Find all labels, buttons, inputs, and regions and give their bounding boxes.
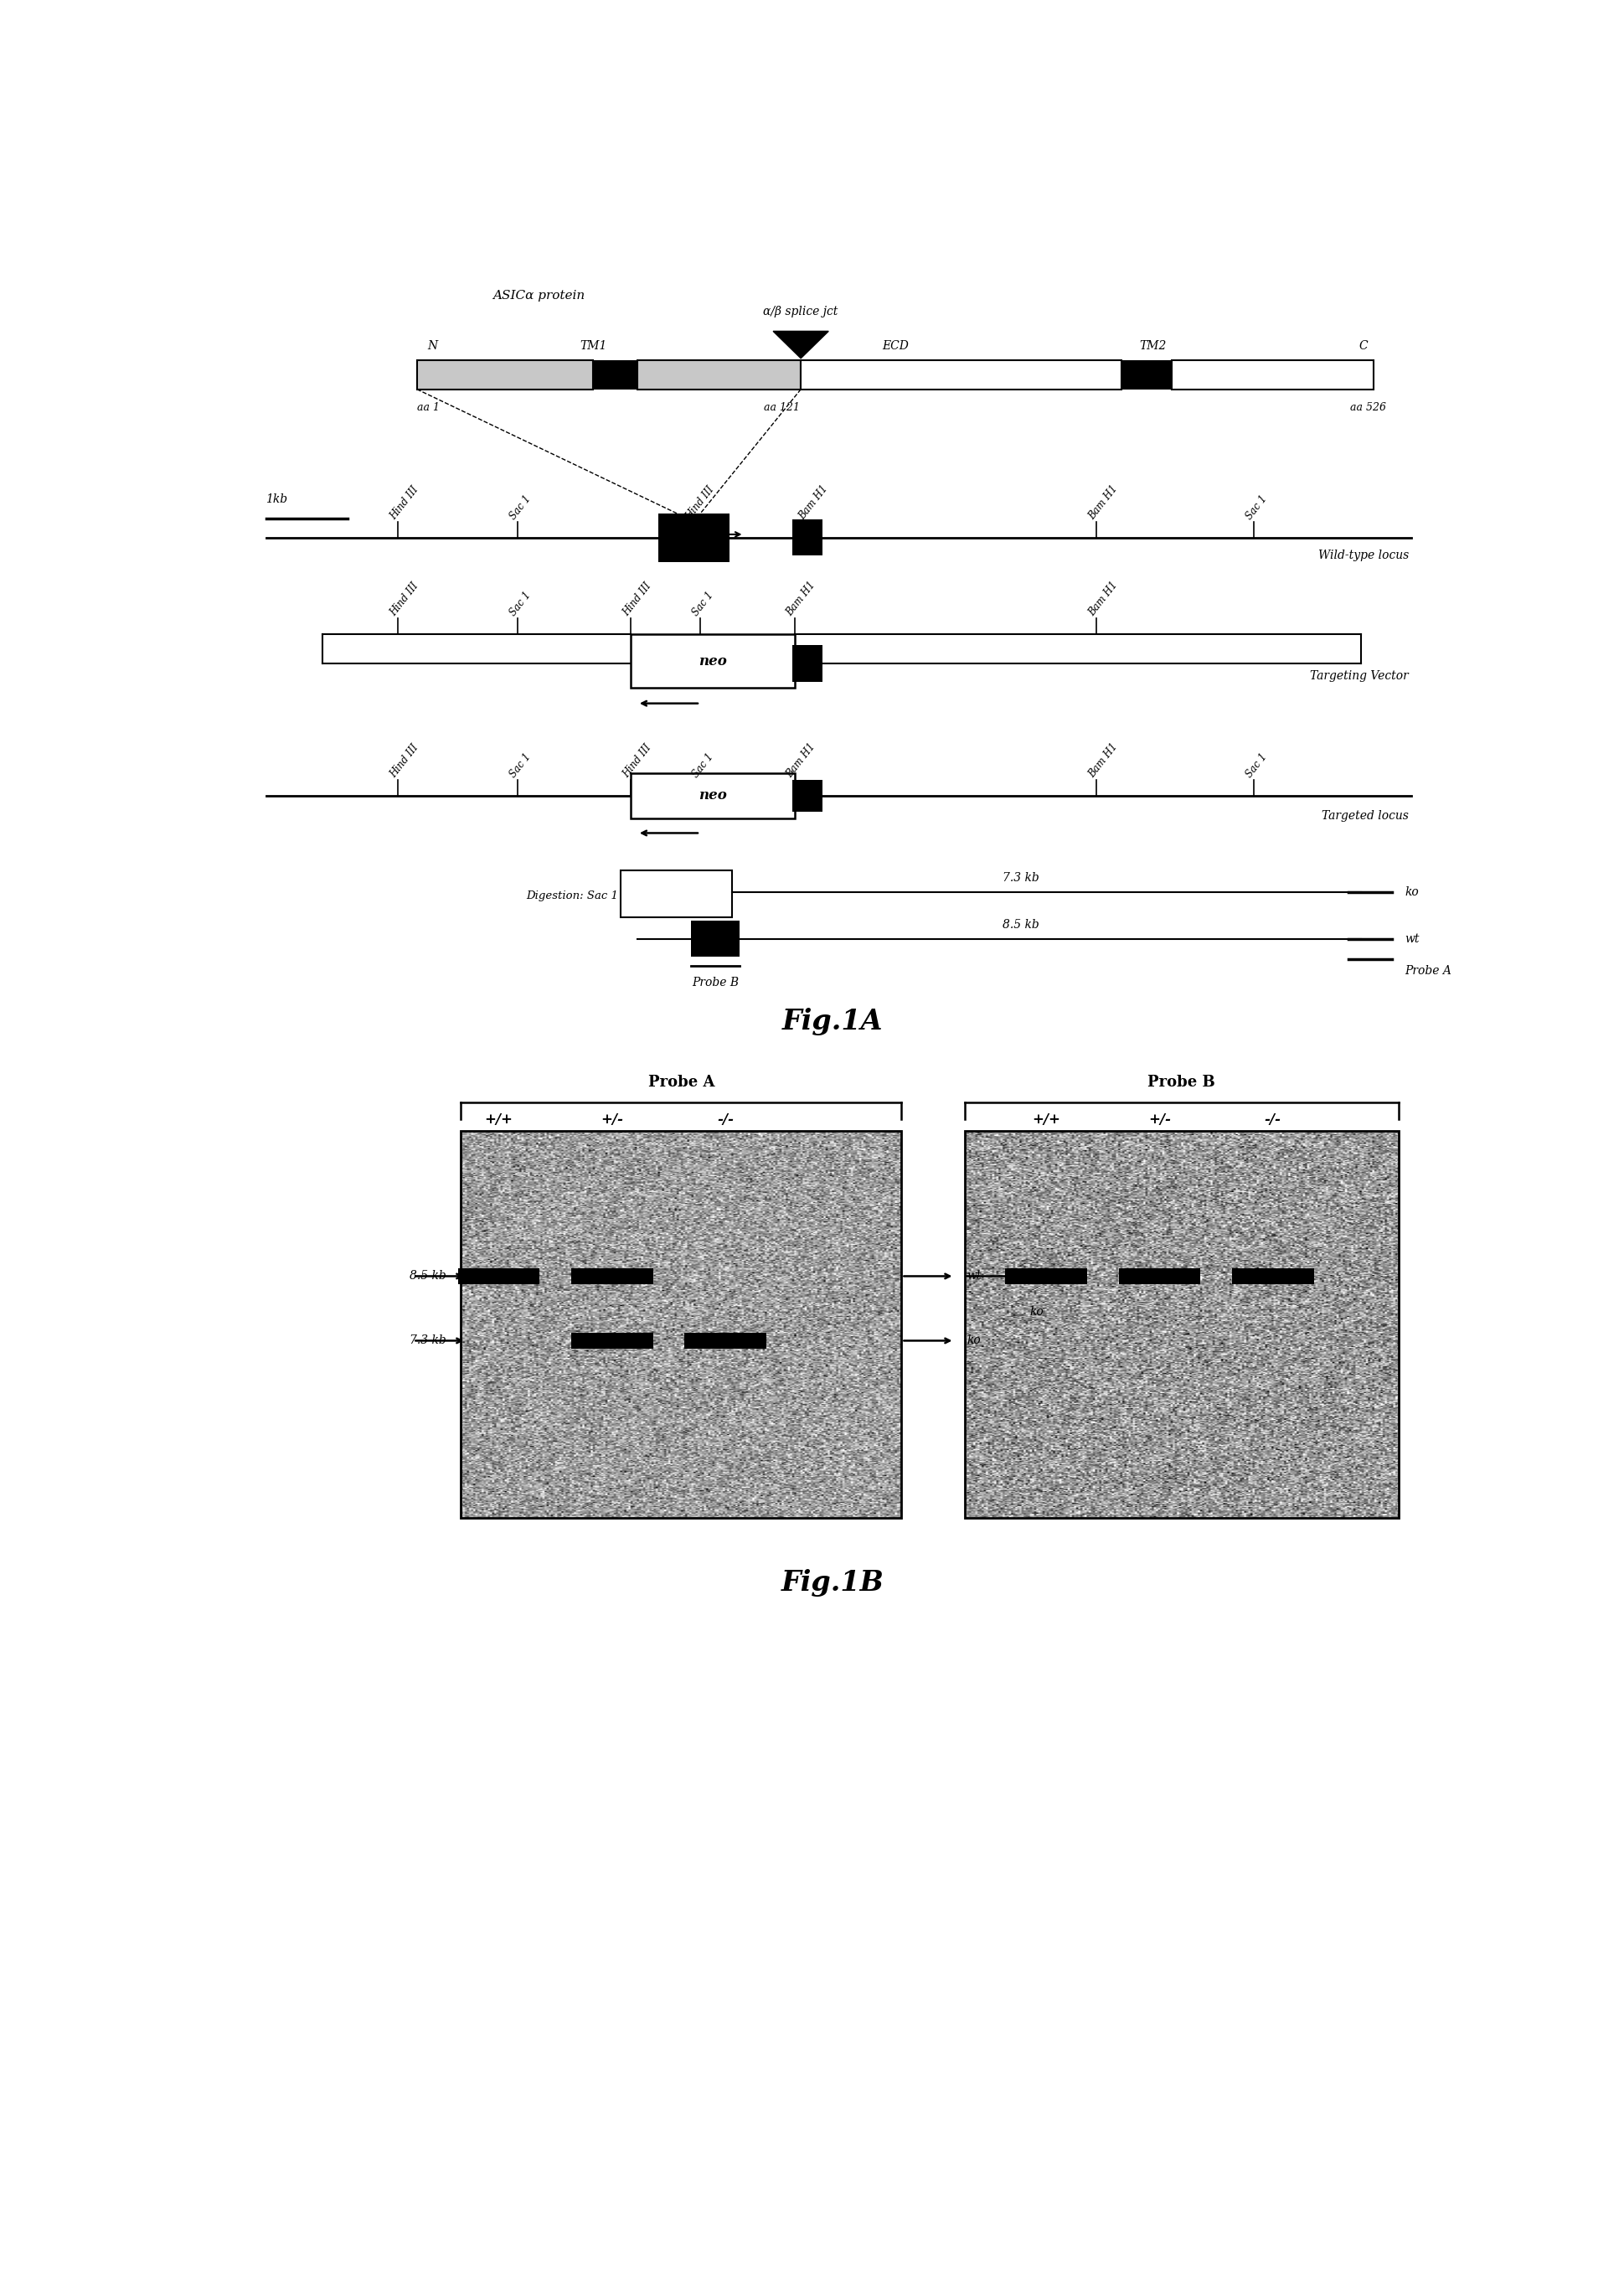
- Text: wt: wt: [1030, 1269, 1044, 1283]
- Text: Hind III: Hind III: [388, 743, 421, 779]
- Bar: [1173, 361, 1374, 388]
- Text: 7.3 kb: 7.3 kb: [1002, 872, 1039, 883]
- Text: Bam H1: Bam H1: [797, 484, 830, 522]
- Text: Sac 1: Sac 1: [508, 493, 533, 522]
- Text: -/-: -/-: [716, 1113, 734, 1126]
- Bar: [965, 1131, 1398, 1517]
- Text: +/+: +/+: [484, 1113, 513, 1126]
- Text: ASICα protein: ASICα protein: [492, 291, 585, 302]
- Text: Probe A: Probe A: [1405, 965, 1452, 977]
- Bar: [793, 779, 822, 811]
- Text: +/+: +/+: [1033, 1113, 1060, 1126]
- Text: 8.5 kb: 8.5 kb: [1002, 920, 1039, 931]
- Text: Bam H1: Bam H1: [1086, 740, 1121, 779]
- Bar: [630, 634, 794, 688]
- Text: Fig.1A: Fig.1A: [781, 1008, 883, 1036]
- Text: α/β splice jct: α/β splice jct: [763, 307, 838, 318]
- Bar: [630, 772, 794, 818]
- Text: Targeting Vector: Targeting Vector: [1311, 670, 1408, 681]
- Text: N: N: [427, 341, 437, 352]
- Text: Sac 1: Sac 1: [1244, 493, 1270, 522]
- Polygon shape: [773, 332, 828, 359]
- Bar: [458, 1267, 539, 1283]
- Bar: [793, 645, 822, 681]
- Text: Probe A: Probe A: [648, 1074, 715, 1090]
- Bar: [1233, 1267, 1314, 1283]
- Text: Wild-type locus: Wild-type locus: [1319, 550, 1408, 561]
- Text: neo: neo: [698, 654, 728, 668]
- Text: Hind III: Hind III: [388, 484, 421, 522]
- Text: wt: wt: [1405, 933, 1419, 945]
- Bar: [1119, 1267, 1200, 1283]
- Bar: [637, 361, 801, 388]
- Text: aa 526: aa 526: [1350, 402, 1387, 413]
- Text: ECD: ECD: [882, 341, 908, 352]
- Bar: [692, 920, 739, 956]
- Text: Digestion: Sac 1: Digestion: Sac 1: [526, 890, 619, 902]
- Text: Probe B: Probe B: [692, 977, 739, 988]
- Text: Sac 1: Sac 1: [1244, 752, 1270, 779]
- Text: Hind III: Hind III: [620, 743, 653, 779]
- Text: C: C: [1359, 341, 1367, 352]
- Text: aa 1: aa 1: [417, 402, 440, 413]
- Text: Hind III: Hind III: [684, 484, 716, 522]
- Bar: [1122, 361, 1173, 388]
- Bar: [1005, 1267, 1086, 1283]
- Text: wt: wt: [966, 1269, 981, 1283]
- Text: 7.3 kb: 7.3 kb: [409, 1335, 447, 1347]
- Text: Hind III: Hind III: [620, 581, 653, 618]
- Text: Targeted locus: Targeted locus: [1322, 811, 1408, 822]
- Text: ko: ko: [966, 1335, 981, 1347]
- Text: Sac 1: Sac 1: [508, 590, 533, 618]
- Bar: [801, 361, 1122, 388]
- Bar: [659, 513, 729, 563]
- Bar: [417, 361, 593, 388]
- Text: +/-: +/-: [1148, 1113, 1171, 1126]
- Text: -/-: -/-: [1265, 1113, 1281, 1126]
- Text: 1kb: 1kb: [266, 493, 287, 504]
- Text: TM1: TM1: [580, 341, 607, 352]
- Text: ko: ko: [1030, 1306, 1044, 1317]
- Bar: [620, 870, 732, 917]
- Text: Sac 1: Sac 1: [690, 752, 716, 779]
- Text: +/-: +/-: [601, 1113, 624, 1126]
- Bar: [572, 1333, 653, 1349]
- Text: Probe B: Probe B: [1148, 1074, 1215, 1090]
- Text: Bam H1: Bam H1: [784, 740, 818, 779]
- Bar: [593, 361, 637, 388]
- Bar: [793, 520, 822, 556]
- Text: Hind III: Hind III: [388, 581, 421, 618]
- Bar: [684, 1333, 767, 1349]
- Text: Bam H1: Bam H1: [1086, 579, 1121, 618]
- Text: Bam H1: Bam H1: [1086, 484, 1121, 522]
- Text: aa 121: aa 121: [763, 402, 801, 413]
- Text: 8.5 kb: 8.5 kb: [409, 1269, 447, 1283]
- Text: TM2: TM2: [1140, 341, 1166, 352]
- Text: neo: neo: [698, 788, 728, 802]
- Text: Bam H1: Bam H1: [784, 579, 818, 618]
- Bar: [572, 1267, 653, 1283]
- Text: ko: ko: [1405, 886, 1419, 899]
- Text: Fig.1B: Fig.1B: [781, 1569, 883, 1597]
- Text: Sac 1: Sac 1: [508, 752, 533, 779]
- Bar: [461, 1131, 901, 1517]
- Text: Sac 1: Sac 1: [690, 590, 716, 618]
